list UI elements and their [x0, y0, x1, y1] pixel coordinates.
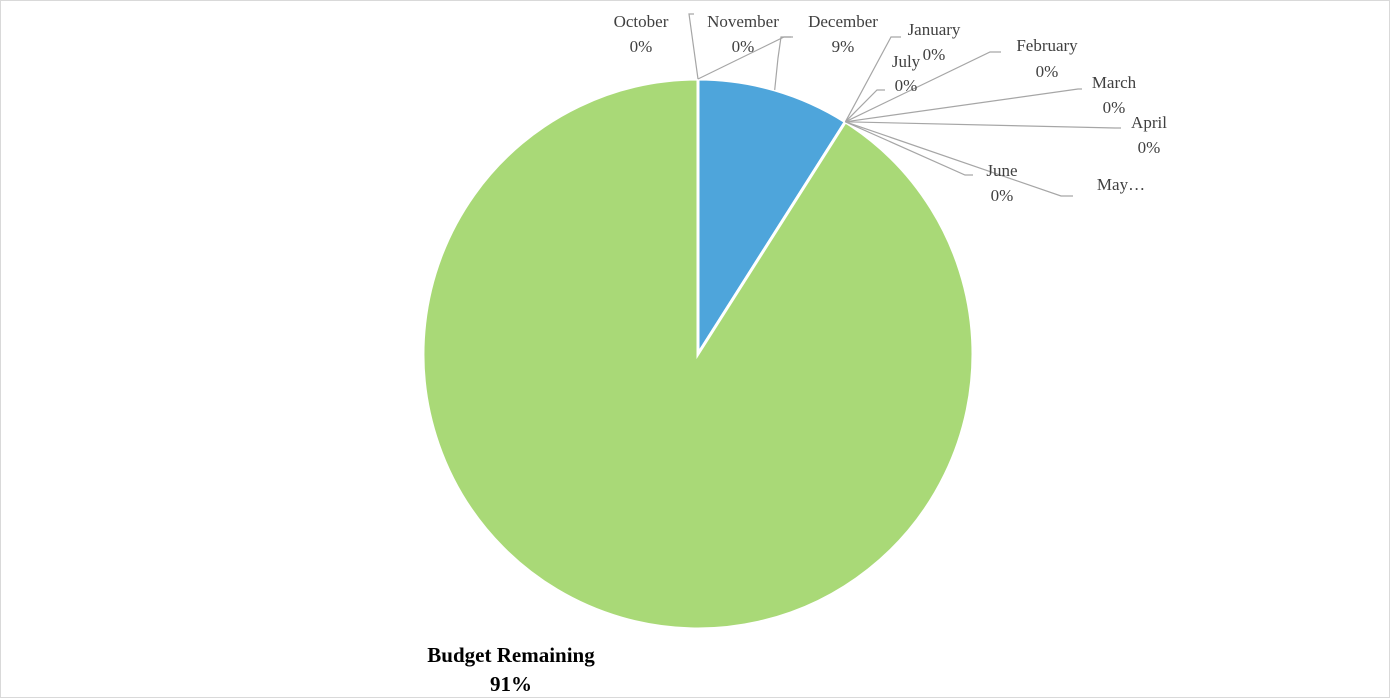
data-value-march: 0% [1103, 98, 1126, 117]
pie-slices [421, 77, 975, 631]
leader-line-february [845, 51, 1001, 123]
leader-line-december [774, 36, 791, 90]
data-label-february: February [1016, 36, 1078, 55]
data-value-february: 0% [1036, 62, 1059, 81]
data-label-december: December [808, 12, 878, 31]
leader-line-january [844, 36, 901, 123]
data-value-april: 0% [1138, 138, 1161, 157]
leader-line-october [688, 13, 699, 80]
data-labels: October 0% November 0% December 9% January 0% Fe… [427, 12, 1167, 696]
data-label-october: October [614, 12, 669, 31]
leader-line-july [844, 89, 885, 123]
data-label-november: November [707, 12, 779, 31]
data-label-april: April [1131, 113, 1167, 132]
data-value-june: 0% [991, 186, 1014, 205]
data-label-may: May… [1097, 175, 1145, 194]
leader-line-april [845, 121, 1121, 129]
pie-slice-december [696, 77, 848, 360]
leader-line-may [845, 121, 1073, 197]
leader-line-march [845, 88, 1082, 123]
data-value-budget-remaining: 91% [490, 672, 532, 696]
data-value-january: 0% [923, 45, 946, 64]
data-value-july: 0% [895, 76, 918, 95]
data-label-budget-remaining: Budget Remaining [427, 643, 595, 667]
leader-line-june [845, 121, 973, 176]
data-value-november: 0% [732, 37, 755, 56]
data-value-december: 9% [832, 37, 855, 56]
data-label-march: March [1092, 73, 1137, 92]
data-label-january: January [908, 20, 961, 39]
pie-slice-budget-remaining [421, 77, 975, 631]
data-value-october: 0% [630, 37, 653, 56]
leader-lines [688, 13, 1121, 197]
data-label-july: July [892, 52, 921, 71]
data-label-june: June [986, 161, 1017, 180]
